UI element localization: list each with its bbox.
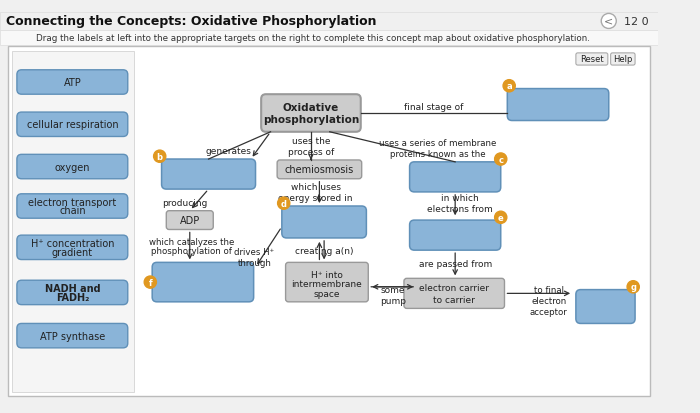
Text: electron transport: electron transport (28, 197, 116, 207)
Text: some
pump: some pump (379, 285, 406, 306)
Text: generates: generates (205, 147, 251, 156)
Bar (8, 47, 650, 396)
Text: d: d (281, 199, 287, 208)
Text: Drag the labels at left into the appropriate targets on the right to complete th: Drag the labels at left into the appropr… (36, 34, 589, 43)
Bar (0, 31, 657, 46)
FancyBboxPatch shape (17, 113, 128, 137)
FancyBboxPatch shape (610, 54, 635, 66)
FancyBboxPatch shape (261, 95, 360, 133)
FancyBboxPatch shape (17, 235, 128, 260)
Text: intermembrane: intermembrane (292, 280, 363, 289)
FancyBboxPatch shape (410, 221, 500, 251)
Text: ATP: ATP (64, 78, 81, 88)
FancyBboxPatch shape (282, 206, 366, 238)
FancyBboxPatch shape (17, 195, 128, 218)
Text: producing: producing (162, 198, 208, 207)
Text: H⁺ into: H⁺ into (311, 271, 343, 280)
Text: b: b (157, 152, 162, 161)
Circle shape (153, 151, 166, 163)
Text: Reset: Reset (580, 55, 603, 64)
Text: which catalyzes the: which catalyzes the (149, 237, 234, 247)
Text: cellular respiration: cellular respiration (27, 120, 118, 130)
Text: c: c (498, 155, 503, 164)
Text: phosphorylation of: phosphorylation of (151, 246, 232, 255)
Text: e: e (498, 213, 503, 222)
Circle shape (503, 81, 515, 93)
Circle shape (601, 14, 616, 29)
Text: creating a(n): creating a(n) (295, 246, 354, 255)
FancyBboxPatch shape (277, 161, 362, 179)
Text: to carrier: to carrier (433, 295, 475, 304)
Bar (12, 52, 134, 392)
Text: final stage of: final stage of (405, 103, 463, 112)
Text: NADH and: NADH and (45, 283, 100, 294)
Text: oxygen: oxygen (55, 162, 90, 172)
Text: H⁺ concentration: H⁺ concentration (31, 239, 114, 249)
Circle shape (278, 197, 290, 210)
Text: are passed from: are passed from (419, 259, 492, 268)
FancyBboxPatch shape (17, 155, 128, 179)
FancyBboxPatch shape (508, 89, 609, 121)
Text: which uses
energy stored in: which uses energy stored in (279, 183, 353, 202)
Text: a: a (506, 82, 512, 91)
Circle shape (495, 154, 507, 166)
FancyBboxPatch shape (576, 290, 635, 324)
Bar (0, 12, 657, 31)
FancyBboxPatch shape (576, 54, 608, 66)
Text: ADP: ADP (180, 216, 200, 225)
FancyBboxPatch shape (286, 263, 368, 302)
Text: ATP synthase: ATP synthase (40, 331, 105, 341)
FancyBboxPatch shape (167, 211, 214, 230)
Circle shape (144, 276, 156, 289)
Text: chain: chain (59, 206, 85, 216)
FancyBboxPatch shape (17, 324, 128, 348)
Text: Help: Help (613, 55, 633, 64)
FancyBboxPatch shape (152, 263, 253, 302)
Text: to final
electron
acceptor: to final electron acceptor (530, 286, 568, 317)
Circle shape (495, 211, 507, 224)
Text: <: < (604, 17, 613, 27)
Text: uses a series of membrane
proteins known as the: uses a series of membrane proteins known… (379, 138, 496, 159)
FancyBboxPatch shape (17, 280, 128, 305)
Text: gradient: gradient (52, 247, 93, 257)
Text: Connecting the Concepts: Oxidative Phosphorylation: Connecting the Concepts: Oxidative Phosp… (6, 15, 376, 28)
Text: f: f (148, 278, 152, 287)
FancyBboxPatch shape (162, 160, 256, 190)
Text: uses the
process of: uses the process of (288, 136, 334, 157)
FancyBboxPatch shape (410, 162, 500, 192)
Text: Oxidative: Oxidative (283, 103, 339, 113)
FancyBboxPatch shape (17, 71, 128, 95)
Text: FADH₂: FADH₂ (56, 292, 89, 302)
Circle shape (627, 281, 639, 293)
Text: chemiosmosis: chemiosmosis (285, 165, 354, 175)
Text: space: space (314, 289, 340, 298)
Text: in which
electrons from: in which electrons from (427, 194, 493, 214)
Text: 12 0: 12 0 (624, 17, 648, 27)
Text: drives H⁺
through: drives H⁺ through (234, 247, 274, 267)
Text: phosphorylation: phosphorylation (262, 114, 359, 124)
Text: g: g (630, 282, 636, 292)
FancyBboxPatch shape (404, 279, 505, 309)
Text: electron carrier: electron carrier (419, 284, 489, 292)
